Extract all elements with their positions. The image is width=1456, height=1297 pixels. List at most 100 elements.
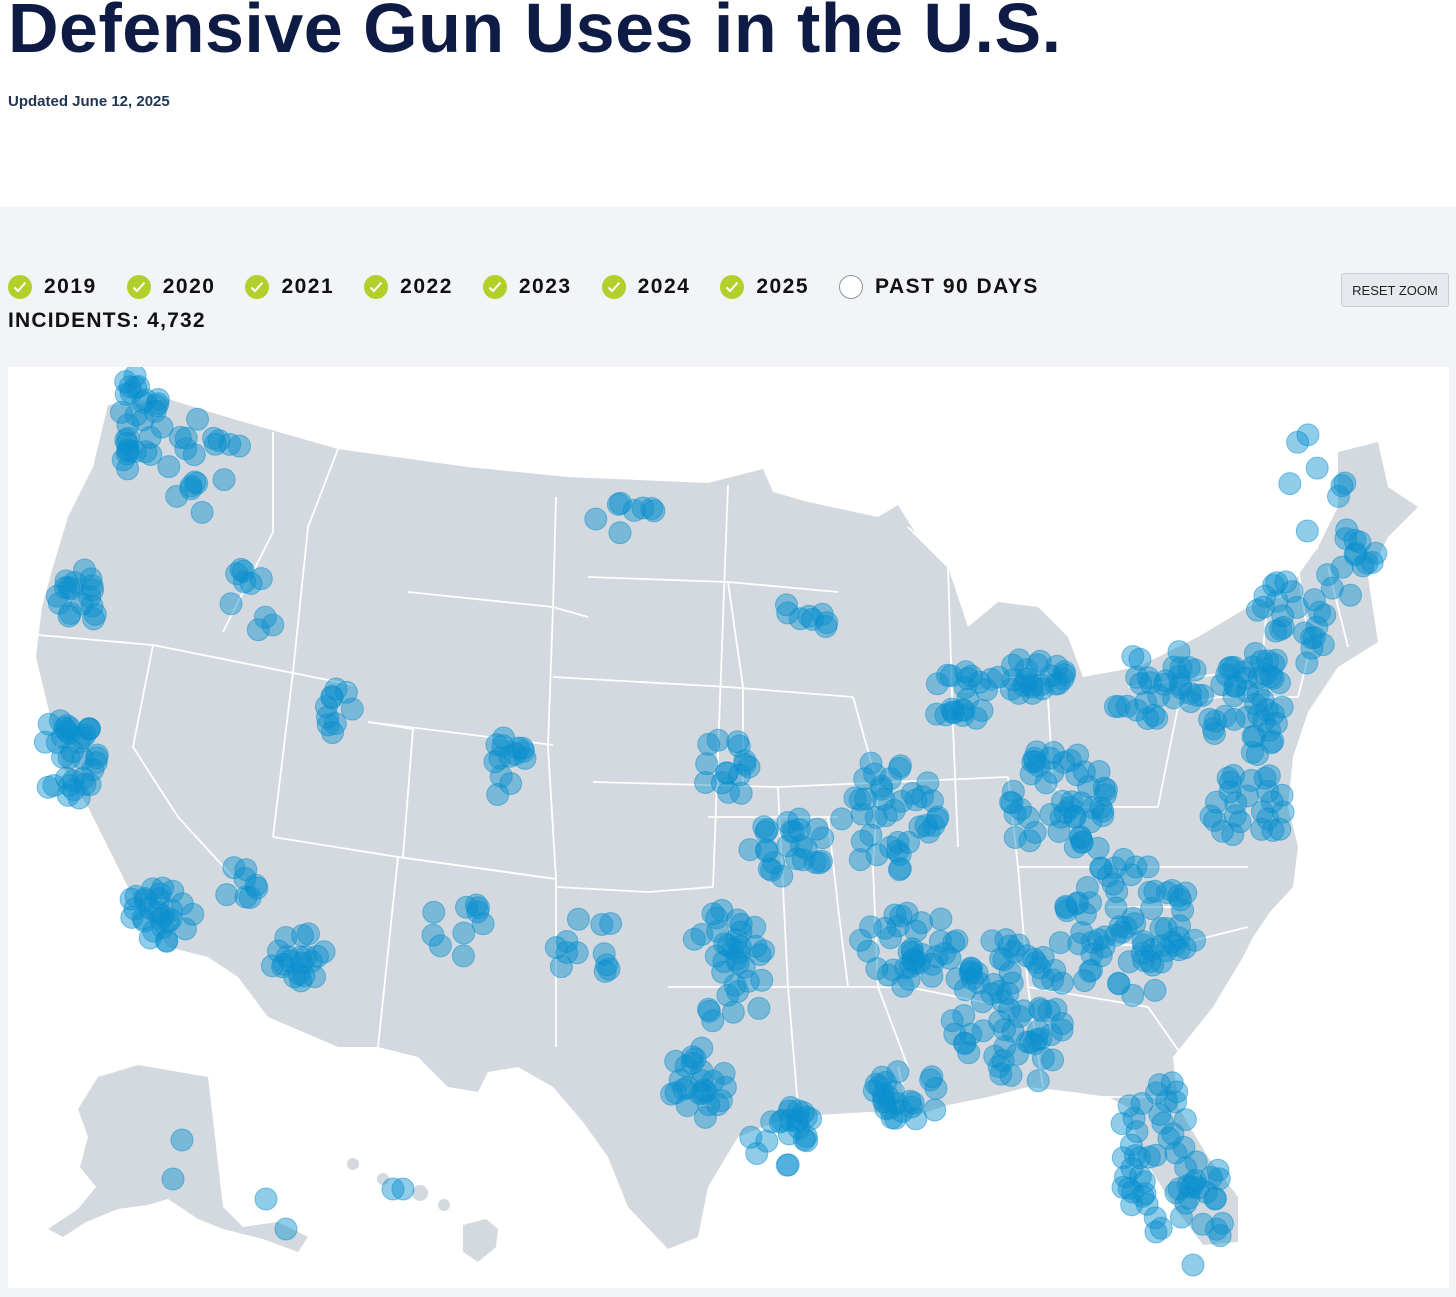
incident-marker[interactable]: [694, 771, 717, 794]
incident-marker[interactable]: [489, 764, 513, 788]
incident-marker[interactable]: [53, 576, 77, 600]
incident-marker[interactable]: [1020, 681, 1044, 705]
incident-marker[interactable]: [109, 400, 133, 424]
incident-marker[interactable]: [422, 900, 446, 924]
incident-marker[interactable]: [1210, 1211, 1234, 1235]
incident-marker[interactable]: [1001, 1019, 1025, 1043]
incident-marker[interactable]: [1174, 881, 1198, 905]
incident-marker[interactable]: [143, 399, 167, 423]
incident-marker[interactable]: [1161, 1122, 1185, 1146]
incident-marker[interactable]: [1351, 554, 1375, 578]
incident-marker[interactable]: [642, 499, 666, 523]
incident-marker[interactable]: [850, 829, 874, 853]
incident-marker[interactable]: [1105, 880, 1129, 903]
incident-marker[interactable]: [739, 1125, 763, 1149]
incident-marker[interactable]: [1070, 921, 1094, 944]
incident-marker[interactable]: [1078, 959, 1102, 983]
incident-marker[interactable]: [1128, 1165, 1152, 1188]
incident-marker[interactable]: [1054, 896, 1078, 920]
incident-marker[interactable]: [1147, 1073, 1171, 1097]
incident-marker[interactable]: [1268, 817, 1292, 841]
incident-marker[interactable]: [289, 969, 313, 993]
incident-marker[interactable]: [278, 949, 302, 973]
incident-marker[interactable]: [85, 743, 109, 767]
incident-marker[interactable]: [1154, 669, 1178, 693]
incident-marker[interactable]: [1218, 780, 1242, 804]
incident-marker[interactable]: [865, 843, 889, 867]
incident-marker[interactable]: [697, 732, 721, 756]
incident-marker[interactable]: [752, 939, 776, 963]
incident-marker[interactable]: [690, 1069, 714, 1093]
incident-marker[interactable]: [923, 1098, 947, 1122]
incident-marker[interactable]: [1107, 971, 1130, 995]
incident-marker[interactable]: [1119, 1133, 1143, 1157]
incident-marker[interactable]: [1003, 826, 1027, 849]
incident-marker[interactable]: [1206, 1158, 1230, 1182]
incident-marker[interactable]: [715, 761, 739, 785]
incident-marker[interactable]: [1245, 598, 1269, 622]
incident-marker[interactable]: [1183, 928, 1207, 952]
incident-marker[interactable]: [996, 981, 1020, 1005]
incident-marker[interactable]: [1142, 703, 1166, 727]
incident-marker[interactable]: [717, 780, 740, 804]
incident-marker[interactable]: [695, 752, 719, 776]
incident-marker[interactable]: [676, 1076, 699, 1099]
incident-marker[interactable]: [81, 758, 105, 782]
incident-marker[interactable]: [584, 507, 608, 531]
incident-marker[interactable]: [151, 915, 175, 939]
incident-marker[interactable]: [1124, 855, 1148, 879]
incident-marker[interactable]: [1251, 595, 1275, 619]
incident-marker[interactable]: [499, 772, 523, 795]
incident-marker[interactable]: [1147, 684, 1171, 708]
incident-marker[interactable]: [726, 730, 750, 754]
incident-marker[interactable]: [1199, 1165, 1223, 1189]
incident-marker[interactable]: [1155, 881, 1179, 905]
incident-marker[interactable]: [1235, 705, 1259, 729]
incident-marker[interactable]: [1262, 652, 1286, 676]
incident-marker[interactable]: [1339, 583, 1362, 607]
incident-marker[interactable]: [1364, 541, 1388, 565]
incident-marker[interactable]: [53, 716, 77, 740]
incident-marker[interactable]: [203, 432, 227, 456]
incident-marker[interactable]: [1184, 1150, 1208, 1174]
incident-marker[interactable]: [47, 591, 71, 615]
incident-marker[interactable]: [511, 736, 535, 760]
incident-marker[interactable]: [56, 783, 80, 807]
incident-marker[interactable]: [1171, 898, 1195, 922]
incident-marker[interactable]: [883, 903, 907, 927]
incident-marker[interactable]: [73, 723, 97, 747]
incident-marker[interactable]: [1058, 796, 1082, 819]
incident-marker[interactable]: [1110, 920, 1134, 944]
incident-marker[interactable]: [1129, 672, 1153, 696]
incident-marker[interactable]: [987, 1055, 1011, 1078]
incident-marker[interactable]: [274, 1217, 298, 1241]
incident-marker[interactable]: [888, 843, 912, 866]
incident-marker[interactable]: [691, 1082, 715, 1105]
incident-marker[interactable]: [868, 1074, 891, 1098]
incident-marker[interactable]: [1007, 933, 1031, 957]
filter-2025[interactable]: 2025: [720, 275, 809, 299]
incident-marker[interactable]: [1094, 778, 1118, 801]
incident-marker[interactable]: [173, 917, 197, 941]
incident-marker[interactable]: [1128, 1146, 1152, 1170]
incident-marker[interactable]: [80, 594, 104, 618]
incident-marker[interactable]: [1143, 879, 1167, 903]
incident-marker[interactable]: [1210, 673, 1234, 696]
incident-marker[interactable]: [451, 944, 475, 968]
incident-marker[interactable]: [889, 904, 913, 928]
incident-marker[interactable]: [141, 877, 165, 901]
incident-marker[interactable]: [872, 1088, 896, 1112]
incident-marker[interactable]: [1308, 600, 1331, 624]
filter-2022[interactable]: 2022: [364, 275, 453, 299]
incident-marker[interactable]: [1112, 847, 1135, 871]
filter-2024[interactable]: 2024: [601, 275, 691, 299]
incident-marker[interactable]: [1251, 689, 1275, 712]
incident-marker[interactable]: [987, 665, 1010, 689]
incident-marker[interactable]: [170, 1128, 194, 1152]
incident-marker[interactable]: [1256, 807, 1280, 831]
incident-marker[interactable]: [131, 408, 155, 432]
incident-marker[interactable]: [916, 771, 940, 795]
incident-marker[interactable]: [849, 928, 873, 952]
incident-marker[interactable]: [33, 730, 57, 754]
incident-marker[interactable]: [549, 955, 573, 979]
